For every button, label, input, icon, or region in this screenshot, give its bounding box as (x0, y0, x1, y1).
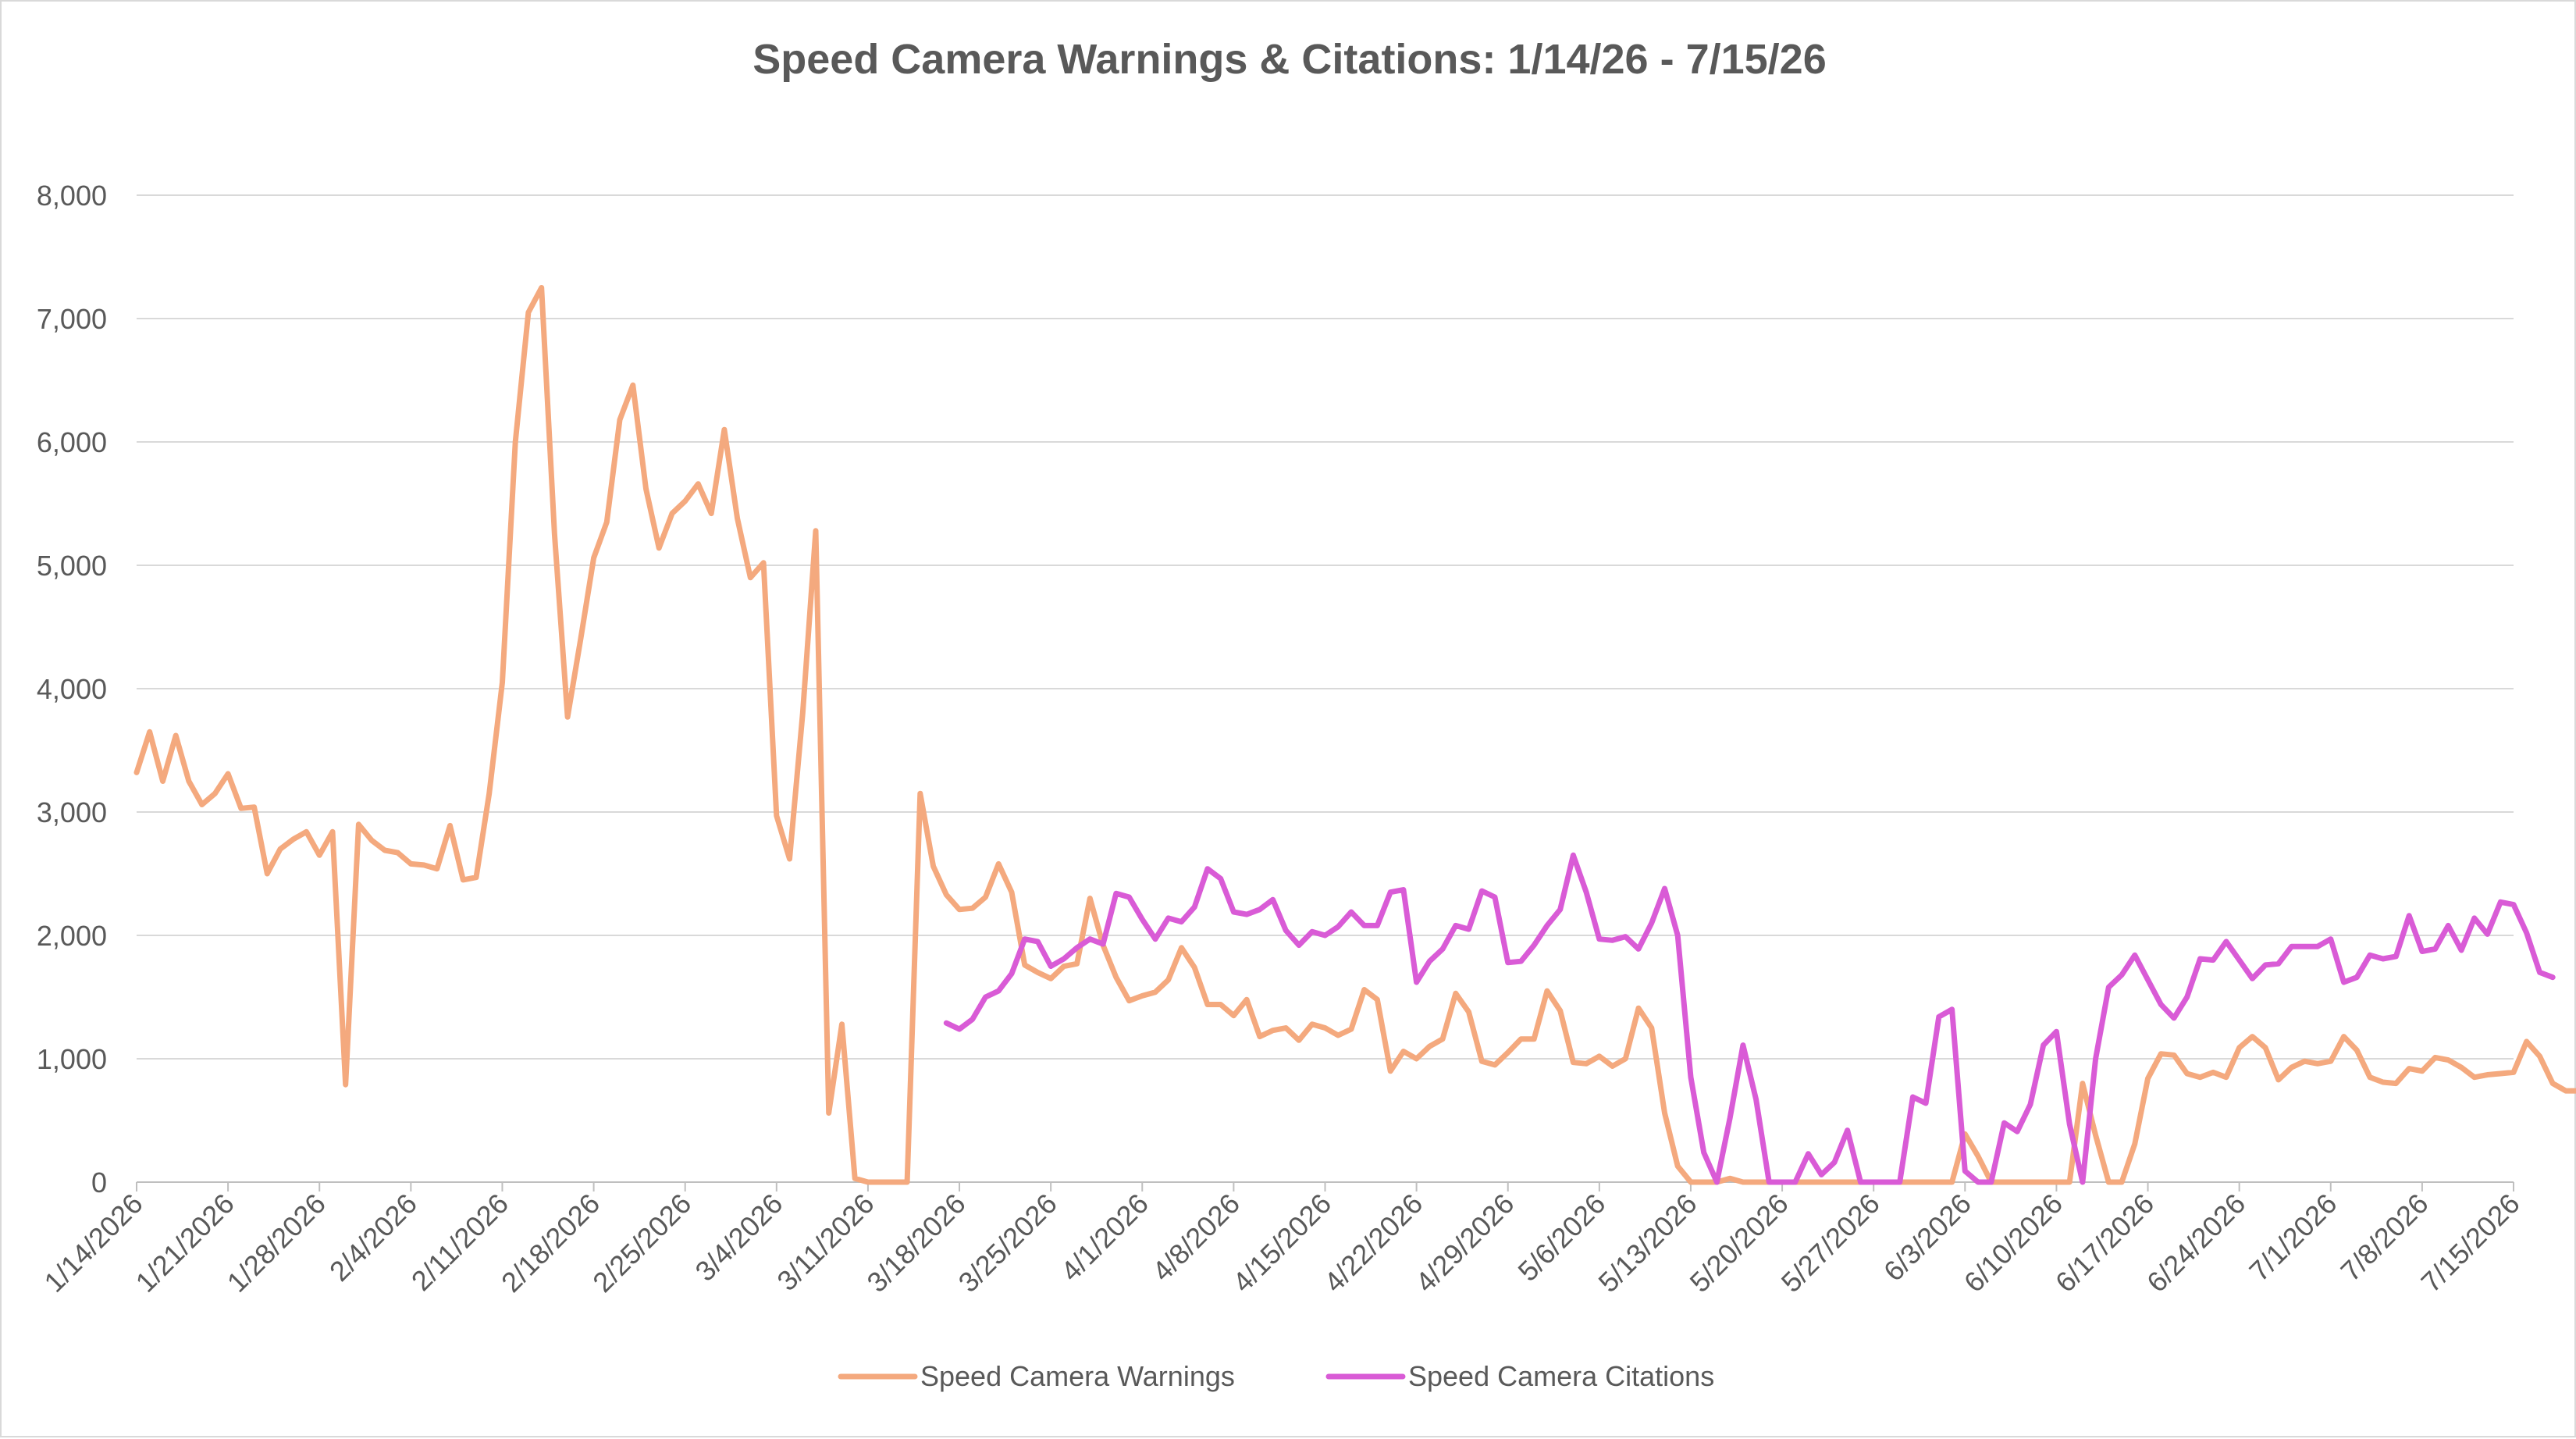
y-tick-label: 4,000 (37, 673, 107, 705)
y-tick-label: 3,000 (37, 796, 107, 828)
legend-item-warnings: Speed Camera Warnings (838, 1360, 1235, 1392)
x-tick-label: 2/11/2026 (405, 1188, 514, 1297)
x-tick-label: 1/28/2026 (221, 1188, 332, 1298)
x-tick-label: 4/22/2026 (1318, 1188, 1429, 1298)
x-tick-label: 5/20/2026 (1683, 1188, 1794, 1298)
y-tick-label: 2,000 (37, 920, 107, 952)
x-tick-label: 5/27/2026 (1775, 1188, 1886, 1298)
y-tick-label: 8,000 (37, 180, 107, 212)
x-tick-label: 7/15/2026 (2414, 1188, 2525, 1298)
x-tick-label: 4/29/2026 (1409, 1188, 1520, 1298)
legend-label: Speed Camera Citations (1408, 1360, 1714, 1392)
legend-item-citations: Speed Camera Citations (1325, 1360, 1714, 1392)
gridlines (137, 194, 2514, 1060)
x-tick-label: 3/18/2026 (860, 1188, 971, 1298)
x-tick-label: 4/15/2026 (1226, 1188, 1337, 1298)
y-tick-label: 6,000 (37, 426, 107, 458)
x-tick-label: 7/1/2026 (2243, 1188, 2343, 1288)
x-tick-label: 4/1/2026 (1055, 1188, 1155, 1288)
x-axis-tick-labels: 1/14/20261/21/20261/28/20262/4/20262/11/… (37, 1188, 2525, 1298)
chart-title: Speed Camera Warnings & Citations: 1/14/… (753, 36, 1827, 83)
x-tick-label: 1/14/2026 (37, 1188, 148, 1298)
x-tick-label: 1/21/2026 (130, 1188, 240, 1298)
x-tick-label: 3/25/2026 (952, 1188, 1063, 1298)
x-tick-label: 6/10/2026 (1958, 1188, 2069, 1298)
x-tick-label: 6/17/2026 (2049, 1188, 2160, 1298)
y-tick-label: 1,000 (37, 1043, 107, 1075)
legend-label: Speed Camera Warnings (920, 1360, 1235, 1392)
y-axis: 0 1,000 2,000 3,000 4,000 5,000 6,000 7,000 8,00… (37, 180, 107, 1199)
y-tick-label: 0 (91, 1167, 107, 1199)
x-tick-label: 2/25/2026 (586, 1188, 697, 1298)
series-line-warnings (133, 285, 2576, 1185)
x-tick-label: 3/11/2026 (770, 1188, 880, 1297)
series-line-citations (943, 852, 2556, 1185)
x-tick-label: 2/18/2026 (495, 1188, 606, 1298)
legend: Speed Camera Warnings Speed Camera Citati… (838, 1360, 1714, 1392)
y-tick-label: 7,000 (37, 303, 107, 335)
x-tick-label: 5/13/2026 (1592, 1188, 1703, 1298)
x-tick-label: 6/24/2026 (2140, 1188, 2251, 1298)
series-lines (133, 285, 2576, 1185)
y-tick-label: 5,000 (37, 550, 107, 582)
